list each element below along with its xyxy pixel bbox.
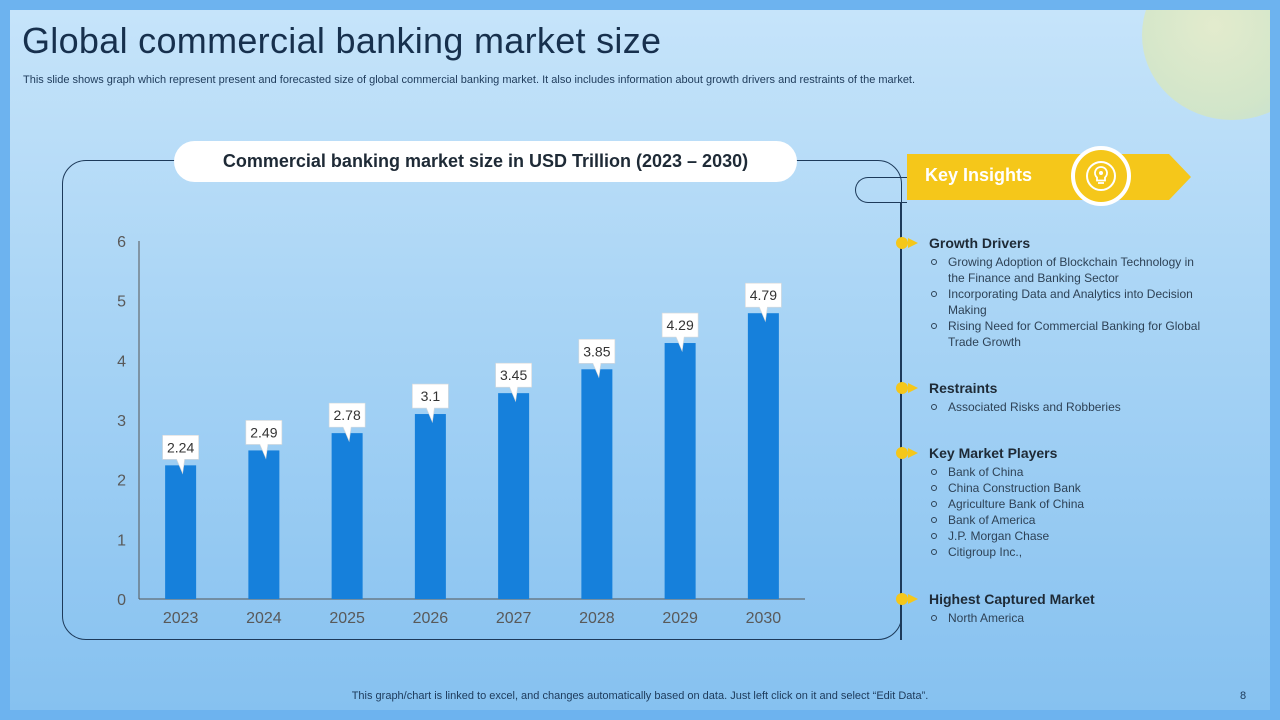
- data-label-callout: [245, 420, 283, 460]
- y-tick-label: 4: [117, 353, 126, 370]
- bar[interactable]: [414, 414, 446, 599]
- insight-section: Growth Drivers Growing Adoption of Blockc…: [894, 234, 1254, 350]
- data-label-callout: [578, 338, 616, 379]
- insight-item: Associated Risks and Robberies: [929, 399, 1209, 415]
- insights-timeline-line: [900, 203, 902, 640]
- data-label: 4.29: [667, 317, 694, 333]
- insight-item: Agriculture Bank of China: [929, 496, 1209, 512]
- page-title: Global commercial banking market size: [22, 20, 662, 61]
- y-tick-label: 3: [117, 413, 126, 430]
- insight-list: North America: [929, 610, 1254, 626]
- x-tick-label: 2023: [163, 610, 199, 627]
- insight-heading: Restraints: [929, 380, 998, 396]
- insight-item: Bank of China: [929, 464, 1209, 480]
- bar-chart[interactable]: 0 1 2 3 4 5 6 2023 2.24 2024 2.49 2025 2.78 2026 3.1 20…: [10, 10, 1270, 710]
- insight-item: North America: [929, 610, 1209, 626]
- bar[interactable]: [664, 343, 696, 599]
- page-subtitle: This slide shows graph which represent p…: [23, 74, 916, 86]
- x-tick-label: 2028: [579, 610, 615, 627]
- data-label-callout: [412, 383, 449, 424]
- data-label: 3.45: [500, 367, 527, 383]
- insight-list: Associated Risks and Robberies: [929, 399, 1254, 415]
- x-tick-label: 2030: [746, 610, 782, 627]
- insight-heading: Key Market Players: [929, 445, 1058, 461]
- insight-section: Highest Captured Market North America: [894, 590, 1254, 626]
- bullet-arrow-icon: [894, 593, 920, 605]
- key-insights-label: Key Insights: [925, 165, 1033, 185]
- insight-list: Growing Adoption of Blockchain Technolog…: [929, 254, 1254, 350]
- x-tick-label: 2027: [496, 610, 532, 627]
- chart-title: Commercial banking market size in USD Tr…: [174, 141, 797, 182]
- y-tick-label: 0: [117, 592, 126, 609]
- data-label: 3.85: [583, 343, 610, 359]
- lightbulb-gear-icon: [1071, 146, 1131, 206]
- insight-item: Rising Need for Commercial Banking for G…: [929, 318, 1209, 350]
- key-insights-arrow: [1169, 154, 1191, 200]
- y-tick-label: 2: [117, 473, 126, 490]
- data-label: 3.1: [421, 388, 441, 404]
- insight-list: Bank of China China Construction Bank Agri…: [929, 464, 1254, 560]
- data-label-callout: [328, 402, 366, 443]
- y-tick-label: 1: [117, 532, 126, 549]
- bullet-arrow-icon: [894, 237, 920, 249]
- insight-item: Bank of America: [929, 512, 1209, 528]
- x-tick-label: 2026: [413, 610, 449, 627]
- bullet-arrow-icon: [894, 382, 920, 394]
- data-label: 2.24: [167, 439, 194, 455]
- insight-item: Incorporating Data and Analytics into De…: [929, 286, 1209, 318]
- data-label-callout: [745, 282, 782, 323]
- x-tick-label: 2029: [662, 610, 698, 627]
- data-label-callout: [495, 362, 532, 403]
- data-label: 2.49: [250, 424, 277, 440]
- y-tick-label: 5: [117, 294, 126, 311]
- data-label: 4.79: [750, 287, 777, 303]
- insight-section: Restraints Associated Risks and Robberies: [894, 379, 1254, 415]
- insight-heading: Highest Captured Market: [929, 591, 1095, 607]
- page-number: 8: [1240, 690, 1247, 702]
- slide: Global commercial banking market size Th…: [10, 10, 1270, 710]
- bar[interactable]: [165, 465, 197, 599]
- footer-note: This graph/chart is linked to excel, and…: [351, 690, 929, 702]
- data-label-callout: [661, 312, 699, 353]
- key-insights-banner: Key Insights: [907, 146, 1191, 206]
- insights-connector: [855, 177, 907, 203]
- data-label: 2.78: [334, 407, 361, 423]
- data-label-callout: [162, 435, 199, 475]
- insight-item: Citigroup Inc.,: [929, 544, 1209, 560]
- x-tick-label: 2025: [329, 610, 365, 627]
- insight-section: Key Market Players Bank of China China Con…: [894, 444, 1254, 560]
- bar[interactable]: [747, 313, 779, 599]
- bullet-arrow-icon: [894, 447, 920, 459]
- x-tick-label: 2024: [246, 610, 282, 627]
- bar[interactable]: [248, 450, 280, 599]
- insight-heading: Growth Drivers: [929, 235, 1031, 251]
- y-tick-label: 6: [117, 234, 126, 251]
- insight-item: China Construction Bank: [929, 480, 1209, 496]
- insight-item: J.P. Morgan Chase: [929, 528, 1209, 544]
- bar[interactable]: [498, 393, 530, 599]
- bar[interactable]: [581, 369, 613, 599]
- insight-item: Growing Adoption of Blockchain Technolog…: [929, 254, 1209, 286]
- bar[interactable]: [331, 433, 363, 599]
